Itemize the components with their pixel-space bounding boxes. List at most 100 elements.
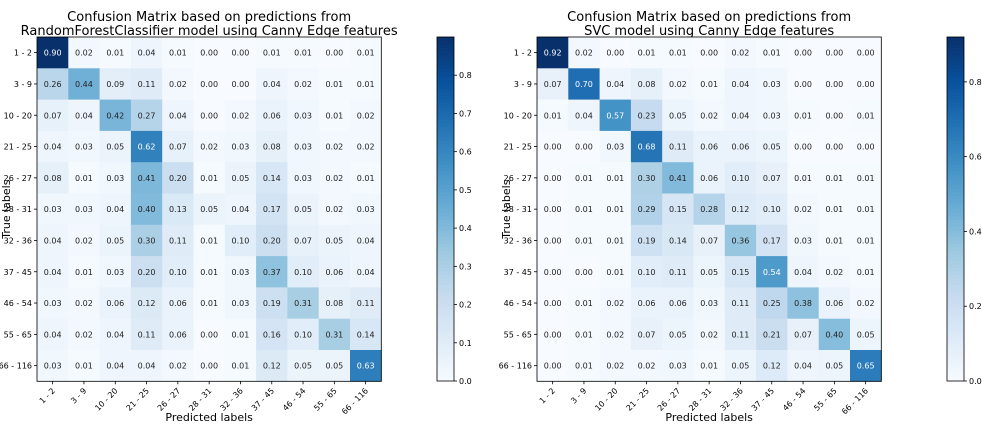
colorbar-segment — [437, 260, 454, 265]
cell-value-label: 0.10 — [732, 174, 750, 183]
colorbar-segment — [437, 184, 454, 189]
cell-value-label: 0.04 — [232, 205, 250, 214]
confusion-matrix-panel-2: Confusion Matrix based on predictions fr… — [499, 10, 982, 424]
heatmap-cell — [350, 224, 382, 257]
colorbar-segment — [437, 356, 454, 361]
colorbar-segment — [947, 136, 964, 141]
heatmap-cell — [599, 99, 632, 132]
colorbar-segment — [947, 129, 964, 134]
cell-value-label: 0.00 — [575, 268, 593, 277]
heatmap-cell — [37, 68, 69, 100]
colorbar-segment — [437, 123, 454, 127]
heatmap-cell — [256, 224, 288, 257]
heatmap-cell — [130, 130, 163, 163]
colorbar-segment — [947, 363, 964, 368]
colorbar-tick-label: 0.4 — [969, 227, 982, 236]
colorbar-segment — [437, 305, 454, 310]
colorbar-segment — [437, 129, 454, 134]
heatmap-cell — [787, 318, 820, 351]
cell-value-label: 0.01 — [606, 205, 624, 214]
colorbar-segment — [947, 308, 964, 313]
colorbar-segment — [437, 81, 454, 86]
cell-value-label: 0.03 — [75, 143, 93, 152]
cell-value-label: 0.12 — [732, 205, 750, 214]
heatmap-cell — [756, 162, 788, 194]
colorbar-tick-label: 0.2 — [459, 301, 472, 310]
cell-value-label: 0.02 — [294, 80, 312, 89]
cell-value-label: 0.05 — [669, 330, 687, 339]
heatmap-cell — [256, 193, 288, 226]
heatmap-cell — [850, 350, 882, 382]
colorbar-segment — [437, 126, 454, 131]
cell-value-label: 0.01 — [700, 80, 718, 89]
colorbar-segment — [437, 102, 454, 107]
heatmap-cell — [787, 68, 820, 100]
colorbar-segment — [437, 95, 454, 100]
x-axis-label: Predicted labels — [665, 411, 753, 424]
cell-value-label: 0.11 — [169, 236, 187, 245]
y-tick-label: 26 - 27 — [504, 174, 532, 183]
colorbar-segment — [947, 184, 964, 189]
cell-value-label: 0.00 — [544, 268, 562, 277]
heatmap-cell — [537, 318, 569, 351]
colorbar-segment — [947, 178, 964, 182]
heatmap-cell — [130, 318, 163, 351]
cell-value-label: 0.02 — [75, 236, 93, 245]
heatmap-cell — [599, 224, 632, 257]
cell-value-label: 0.17 — [763, 236, 781, 245]
heatmap-cell — [787, 37, 820, 69]
colorbar-segment — [947, 171, 964, 176]
cell-value-label: 0.01 — [325, 80, 343, 89]
heatmap-cell — [37, 130, 69, 163]
heatmap-cell — [568, 99, 600, 132]
heatmap-cell — [162, 256, 194, 288]
cell-value-label: 0.03 — [232, 268, 250, 277]
x-tick-label: 37 - 45 — [250, 386, 276, 412]
cell-value-label: 0.08 — [638, 80, 656, 89]
colorbar-segment — [947, 147, 964, 152]
cell-value-label: 0.00 — [825, 111, 843, 120]
x-tick-label: 32 - 36 — [218, 386, 244, 412]
colorbar-segment — [437, 157, 454, 162]
cell-value-label: 0.02 — [75, 299, 93, 308]
cell-value-label: 0.05 — [669, 111, 687, 120]
y-tick-label: 46 - 54 — [4, 299, 32, 308]
cell-value-label: 0.04 — [732, 80, 750, 89]
heatmap-cell — [662, 99, 694, 132]
heatmap-cell — [850, 99, 882, 132]
heatmap-cell — [162, 318, 194, 351]
cell-value-label: 0.07 — [794, 330, 812, 339]
cell-value-label: 0.00 — [857, 143, 875, 152]
colorbar-segment — [947, 37, 964, 41]
heatmap-cell — [662, 162, 694, 194]
cell-value-label: 0.02 — [825, 268, 843, 277]
cell-value-label: 0.07 — [294, 236, 312, 245]
y-tick-label: 3 - 9 — [14, 80, 32, 89]
heatmap-cell — [287, 162, 320, 194]
heatmap-cell — [630, 162, 663, 194]
heatmap-cell — [350, 99, 382, 132]
heatmap-cell — [537, 99, 569, 132]
colorbar-segment — [437, 246, 454, 251]
heatmap-cell — [224, 193, 257, 226]
cell-value-label: 0.04 — [75, 111, 93, 120]
cell-value-label: 0.01 — [75, 174, 93, 183]
colorbar-segment — [947, 243, 964, 248]
colorbar-segment — [947, 116, 964, 121]
heatmap-cell — [68, 162, 100, 194]
heatmap-cell — [787, 287, 820, 320]
cell-value-label: 0.02 — [575, 49, 593, 58]
colorbar-segment — [947, 209, 964, 213]
cell-value-label: 0.00 — [857, 80, 875, 89]
heatmap-cell — [693, 224, 726, 257]
heatmap-cell — [693, 37, 726, 69]
colorbar-segment — [947, 370, 964, 375]
heatmap-cell — [193, 224, 226, 257]
heatmap-cell — [568, 224, 600, 257]
colorbar-segment — [947, 301, 964, 306]
heatmap-cell — [662, 130, 694, 163]
colorbar-segment — [437, 336, 454, 341]
cell-value-label: 0.11 — [138, 80, 156, 89]
colorbar-segment — [947, 360, 964, 365]
